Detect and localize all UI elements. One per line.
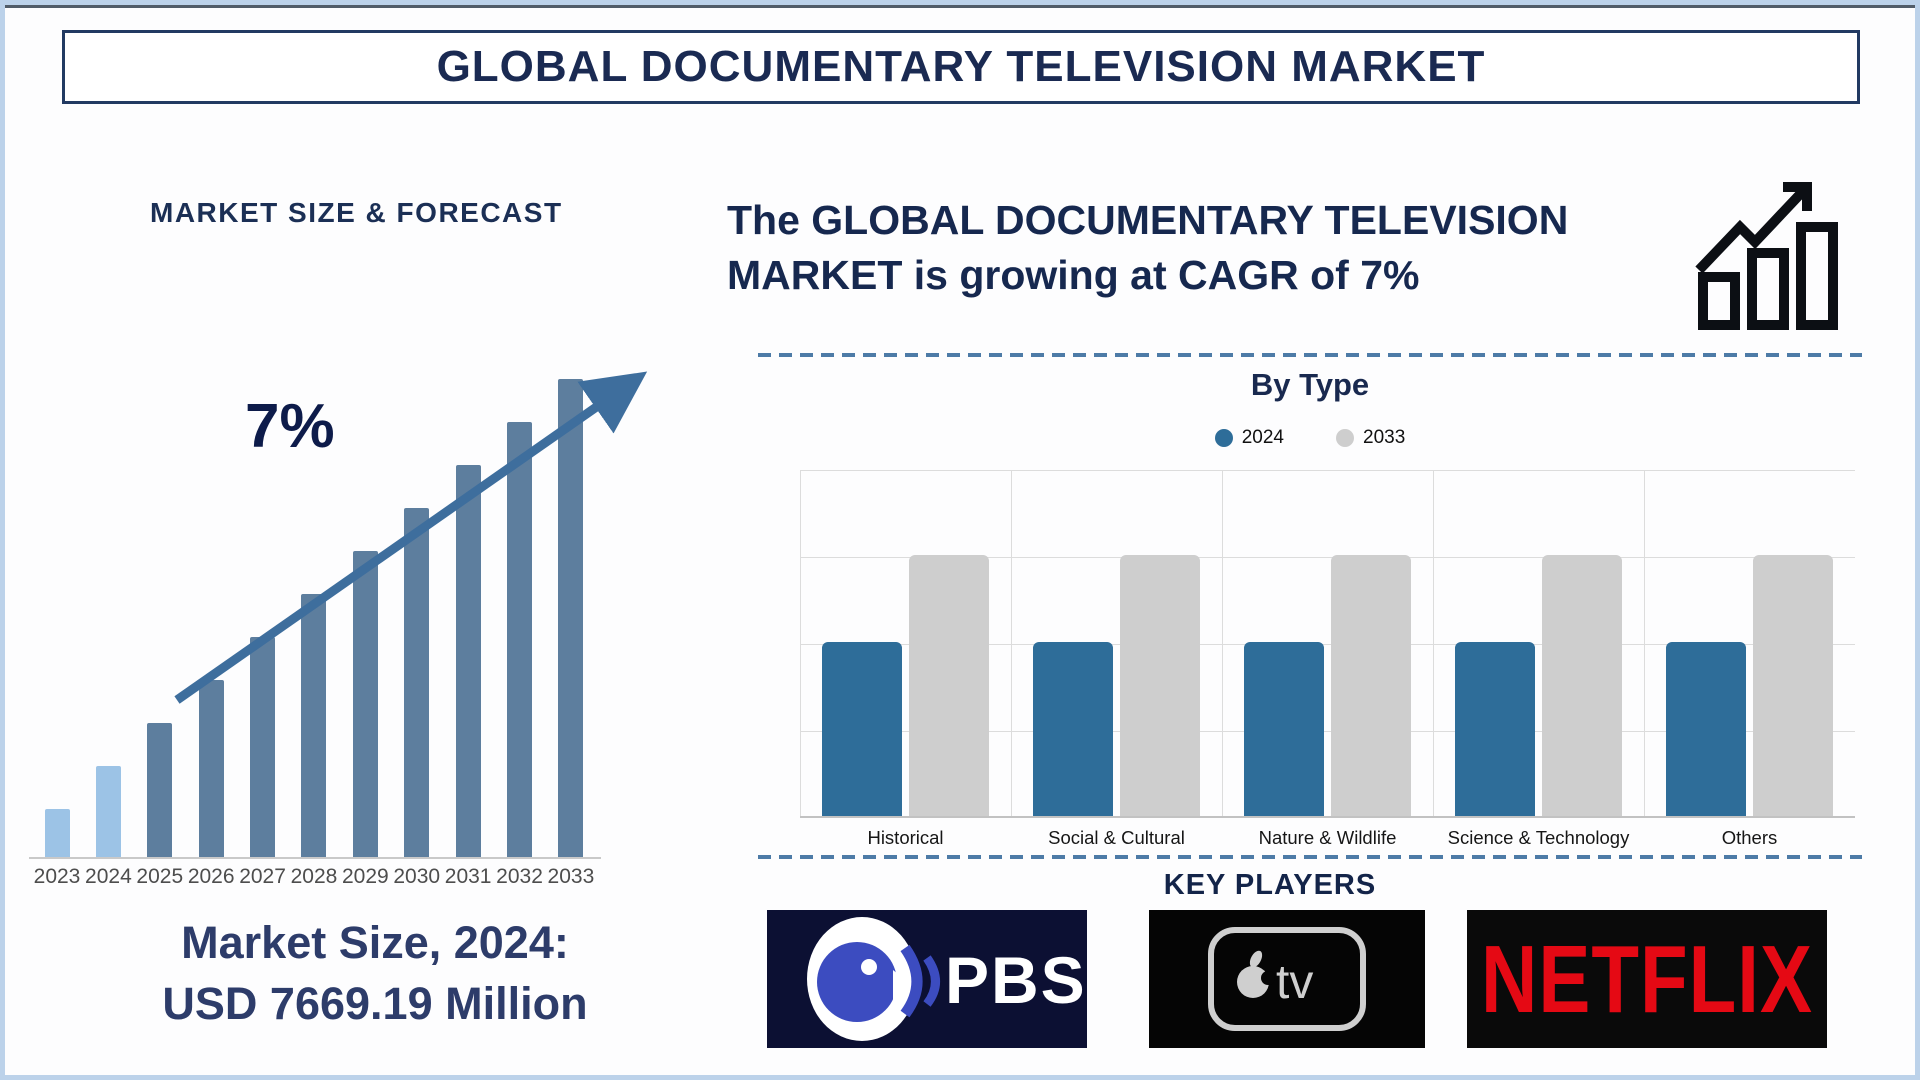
by-type-category-labels: Historical Social & Cultural Nature & Wild…	[800, 827, 1855, 849]
by-type-category-label-Social & Cultural: Social & Cultural	[1048, 827, 1185, 848]
upward-trend-arrow	[174, 371, 648, 704]
by-type-legend: 2024 2033	[758, 427, 1862, 449]
svg-text:PBS: PBS	[945, 943, 1087, 1017]
market-size-caption: Market Size, 2024: USD 7669.19 Million	[95, 913, 655, 1035]
forecast-axis-label-2023: 2023	[33, 865, 81, 888]
by-type-bar-2033-Historical	[909, 555, 989, 816]
by-type-category-label-Nature & Wildlife: Nature & Wildlife	[1258, 827, 1397, 848]
forecast-axis-label-2025: 2025	[136, 865, 184, 888]
by-type-category-label-Historical: Historical	[867, 827, 944, 848]
title-box: GLOBAL DOCUMENTARY TELEVISION MARKET	[62, 30, 1860, 104]
forecast-axis-label-2032: 2032	[496, 865, 543, 888]
market-size-caption-line2: USD 7669.19 Million	[162, 977, 588, 1029]
dashed-divider-bottom	[758, 855, 1862, 859]
by-type-category-label-Science & Technology: Science & Technology	[1447, 827, 1630, 848]
by-type-bar-2024-Social & Cultural	[1033, 642, 1113, 816]
by-type-bar-2033-Social & Cultural	[1120, 555, 1200, 816]
key-players-title: KEY PLAYERS	[1163, 869, 1377, 901]
forecast-column-2025	[136, 379, 184, 857]
by-type-group-Historical	[800, 470, 1011, 816]
forecast-bar-2025	[147, 723, 173, 857]
forecast-axis-label-2033: 2033	[547, 865, 595, 888]
by-type-bar-2024-Others	[1666, 642, 1746, 816]
by-type-group-Social & Cultural	[1011, 470, 1222, 816]
netflix-logo: NETFLIX	[1467, 910, 1827, 1048]
forecast-column-2031	[444, 379, 492, 857]
legend-item-2024: 2024	[1214, 427, 1284, 449]
legend-label-2033: 2033	[1363, 427, 1406, 448]
forecast-bar-chart	[33, 379, 595, 857]
forecast-axis-label-2029: 2029	[341, 865, 389, 888]
legend-dot-2033	[1336, 429, 1354, 447]
by-type-bar-2024-Historical	[822, 642, 902, 816]
by-type-title: By Type	[1250, 367, 1370, 402]
forecast-axis-label-2028: 2028	[290, 865, 338, 888]
forecast-bar-2031	[455, 465, 481, 857]
top-border-strip	[5, 5, 1915, 8]
apple-tv-logo: tv	[1149, 910, 1425, 1048]
forecast-bar-2024	[95, 766, 121, 857]
cagr-label: 7%	[245, 392, 335, 461]
growth-chart-icon	[1695, 182, 1838, 330]
svg-text:tv: tv	[1276, 956, 1313, 1009]
forecast-axis-label-2024: 2024	[85, 865, 132, 888]
forecast-axis-label-2027: 2027	[239, 865, 286, 888]
forecast-axis-label-2031: 2031	[444, 865, 492, 888]
forecast-column-2030	[393, 379, 441, 857]
forecast-bar-2032	[507, 422, 533, 857]
by-type-bar-2033-Nature & Wildlife	[1331, 555, 1411, 816]
forecast-column-2033	[547, 379, 595, 857]
forecast-bar-2026	[198, 680, 224, 857]
by-type-group-Nature & Wildlife	[1222, 470, 1433, 816]
forecast-column-2032	[496, 379, 544, 857]
forecast-x-axis	[29, 857, 601, 859]
forecast-bar-2029	[352, 551, 378, 857]
legend-item-2033: 2033	[1336, 427, 1405, 449]
forecast-bar-2023	[44, 809, 70, 857]
by-type-bar-2033-Others	[1753, 555, 1833, 816]
dashed-divider-top	[758, 353, 1862, 357]
by-type-bar-2024-Nature & Wildlife	[1244, 642, 1324, 816]
by-type-group-Science & Technology	[1433, 470, 1644, 816]
cagr-headline: The GLOBAL DOCUMENTARY TELEVISION MARKET…	[727, 197, 1569, 298]
forecast-column-2029	[341, 379, 389, 857]
by-type-bar-2024-Science & Technology	[1455, 642, 1535, 816]
page-title: GLOBAL DOCUMENTARY TELEVISION MARKET	[436, 42, 1486, 91]
forecast-bar-2027	[250, 637, 276, 857]
forecast-axis-label-2026: 2026	[187, 865, 235, 888]
forecast-x-axis-labels: 2023 2024 2025 2026 2027 2028 2029 2030 2031 2032…	[33, 865, 595, 889]
by-type-category-label-Others: Others	[1721, 827, 1778, 848]
forecast-column-2024	[84, 379, 132, 857]
forecast-column-2023	[33, 379, 81, 857]
by-type-group-Others	[1644, 470, 1855, 816]
pbs-logo: PBS	[767, 910, 1087, 1048]
forecast-section-title: MARKET SIZE & FORECAST	[150, 197, 563, 228]
pbs-logo-art: PBS	[807, 917, 1087, 1041]
forecast-bar-2030	[404, 508, 430, 857]
legend-label-2024: 2024	[1241, 427, 1284, 448]
forecast-bar-2033	[558, 379, 584, 857]
legend-dot-2024	[1214, 429, 1233, 447]
forecast-column-2028	[290, 379, 338, 857]
by-type-bar-2033-Science & Technology	[1542, 555, 1622, 816]
forecast-column-2027	[239, 379, 287, 857]
market-size-caption-line1: Market Size, 2024:	[181, 917, 569, 968]
forecast-axis-label-2030: 2030	[393, 865, 441, 888]
forecast-column-2026	[187, 379, 235, 857]
netflix-wordmark: NETFLIX	[1481, 924, 1813, 1033]
by-type-bar-chart	[800, 470, 1855, 818]
apple-tv-logo-art: tv	[1208, 927, 1366, 1031]
forecast-bar-2028	[301, 594, 327, 857]
apple-icon	[1237, 950, 1275, 998]
